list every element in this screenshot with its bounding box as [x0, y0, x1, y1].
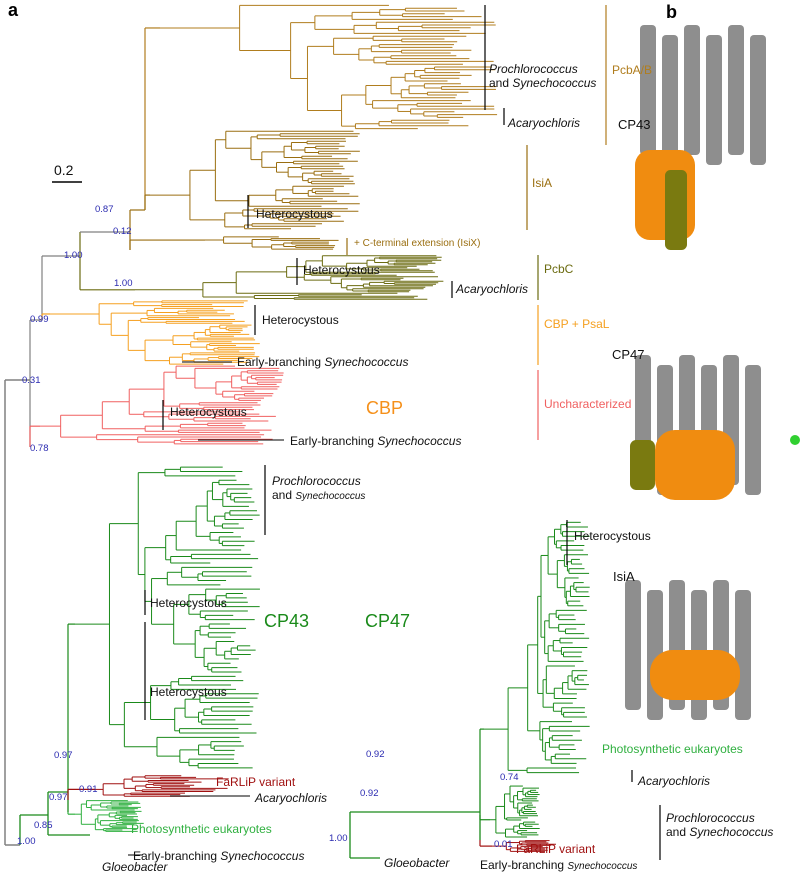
text-early-branching: Early-branching: [237, 355, 322, 369]
taxon-photosynthetic-eukaryotes: Photosynthetic eukaryotes: [602, 742, 743, 756]
ion-sphere: [790, 435, 800, 445]
taxon-heterocystous: Heterocystous: [303, 263, 380, 277]
protein-helix: [640, 25, 656, 155]
clade-label-isix: + C-terminal extension (IsiX): [354, 238, 481, 249]
protein-helix: [735, 590, 751, 720]
support-value: 0.31: [22, 375, 41, 386]
taxon-prochlorococcus: Prochlorococcus: [489, 62, 578, 76]
group-label-cbp: CBP: [366, 398, 404, 418]
structure-label-isia: IsiA: [613, 569, 635, 584]
text-synechococcus: Synechococcus: [377, 434, 462, 448]
text-early-branching: Early-branching: [480, 858, 565, 872]
taxon-acaryochloris: Acaryochloris: [255, 791, 328, 805]
structure-label-cp47: CP47: [612, 347, 645, 362]
taxon-gloeobacter: Gloeobacter: [102, 860, 168, 874]
taxon-early-branching-synechococcus: Early-branching Synechococcus: [133, 849, 304, 863]
taxon-and-synechococcus: and Synechococcus: [489, 76, 596, 90]
text-and: and: [666, 825, 687, 839]
clade-label-isia: IsiA: [532, 176, 553, 190]
taxon-heterocystous: Heterocystous: [574, 529, 651, 543]
taxon-prochlorococcus: Prochlorococcus: [666, 811, 755, 825]
text-synechococcus: Synechococcus: [295, 491, 366, 502]
panel-label-a: a: [8, 0, 19, 20]
text-synechococcus: Synechococcus: [512, 76, 597, 90]
clade-label-uncharacterized: Uncharacterized: [544, 397, 632, 411]
protein-domain: [650, 650, 740, 700]
support-value: 0.92: [360, 788, 379, 799]
support-value: 0.97: [49, 792, 68, 803]
support-value: 0.78: [30, 443, 49, 454]
protein-domain: [665, 170, 687, 250]
taxon-heterocystous: Heterocystous: [150, 685, 227, 699]
group-label-cp43: CP43: [264, 611, 310, 631]
taxon-acaryochloris: Acaryochloris: [638, 774, 711, 788]
protein-helix: [625, 580, 641, 710]
protein-helix: [745, 365, 761, 495]
text-synechococcus: Synechococcus: [689, 825, 774, 839]
taxon-photosynthetic-eukaryotes: Photosynthetic eukaryotes: [131, 822, 272, 836]
support-value: 0.74: [500, 772, 519, 783]
support-value: 0.85: [34, 820, 53, 831]
structure-label-cp43: CP43: [618, 117, 651, 132]
text-early-branching: Early-branching: [133, 849, 218, 863]
support-value: 0.97: [54, 750, 73, 761]
taxon-heterocystous: Heterocystous: [256, 207, 333, 221]
taxon-and-synechococcus: and Synechococcus: [666, 825, 773, 839]
support-value: 0.92: [366, 749, 385, 760]
taxon-heterocystous: Heterocystous: [150, 596, 227, 610]
clade-label-pcbab: PcbA/B: [612, 63, 653, 77]
support-value: 1.00: [329, 833, 348, 844]
text-and: and: [489, 76, 510, 90]
group-label-cp47: CP47: [365, 611, 411, 631]
taxon-prochlorococcus: Prochlorococcus: [272, 474, 361, 488]
protein-helix: [750, 35, 766, 165]
taxon-farlip-variant: FaRLiP variant: [516, 842, 596, 856]
support-value: 1.00: [17, 836, 36, 847]
taxon-and-synechococcus: and Synechococcus: [272, 488, 365, 504]
clade-label-cbp-psal: CBP + PsaL: [544, 317, 610, 331]
scale-bar-label: 0.2: [54, 162, 74, 178]
protein-helix: [662, 35, 678, 165]
protein-domain: [655, 430, 735, 500]
text-synechococcus: Synechococcus: [324, 355, 409, 369]
protein-helix: [706, 35, 722, 165]
taxon-early-branching-synechococcus: Early-branching Synechococcus: [290, 434, 461, 448]
taxon-early-branching-synechococcus: Early-branching Synechococcus: [237, 355, 408, 369]
taxon-early-branching-synechococcus: Early-branching Synechococcus: [480, 858, 637, 874]
taxon-gloeobacter: Gloeobacter: [384, 856, 450, 870]
support-value: 1.00: [114, 278, 133, 289]
clade-label-pcbc: PcbC: [544, 262, 574, 276]
protein-domain: [630, 440, 655, 490]
support-value: 0.87: [95, 204, 114, 215]
panel-label-b: b: [666, 2, 677, 22]
text-synechococcus: Synechococcus: [220, 849, 305, 863]
taxon-heterocystous: Heterocystous: [262, 313, 339, 327]
taxon-acaryochloris: Acaryochloris: [508, 116, 581, 130]
taxon-acaryochloris: Acaryochloris: [456, 282, 529, 296]
text-and: and: [272, 488, 293, 502]
taxon-farlip-variant: FaRLiP variant: [216, 775, 296, 789]
support-value: 1.00: [64, 250, 83, 261]
text-synechococcus: Synechococcus: [567, 861, 638, 872]
support-value: 0.01: [494, 839, 513, 850]
taxon-heterocystous: Heterocystous: [170, 405, 247, 419]
protein-helix: [728, 25, 744, 155]
text-early-branching: Early-branching: [290, 434, 375, 448]
support-value: 0.91: [79, 784, 98, 795]
protein-helix: [684, 25, 700, 155]
support-value: 0.99: [30, 314, 49, 325]
support-value: 0.12: [113, 226, 132, 237]
